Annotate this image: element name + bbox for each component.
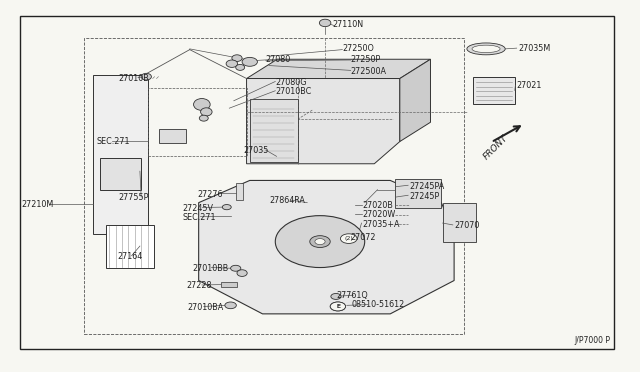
Bar bbox=[396, 179, 442, 208]
Ellipse shape bbox=[315, 238, 325, 244]
Text: 27010BB: 27010BB bbox=[192, 264, 228, 273]
Ellipse shape bbox=[199, 115, 208, 121]
Text: 27020B: 27020B bbox=[363, 201, 394, 210]
Text: 08510-51612: 08510-51612 bbox=[352, 300, 405, 309]
Text: 27035M: 27035M bbox=[518, 44, 550, 53]
Bar bbox=[221, 282, 237, 287]
Polygon shape bbox=[198, 180, 454, 314]
Text: 27164: 27164 bbox=[118, 252, 143, 261]
Ellipse shape bbox=[275, 216, 365, 267]
Text: 27010BC: 27010BC bbox=[275, 87, 312, 96]
Text: (2): (2) bbox=[344, 236, 353, 241]
Bar bbox=[443, 203, 476, 241]
Ellipse shape bbox=[193, 99, 210, 110]
Ellipse shape bbox=[330, 302, 346, 311]
Ellipse shape bbox=[472, 45, 500, 52]
Polygon shape bbox=[400, 59, 431, 141]
Text: 27210M: 27210M bbox=[22, 200, 54, 209]
Text: J/P7000 P: J/P7000 P bbox=[575, 336, 611, 344]
Ellipse shape bbox=[319, 19, 331, 27]
Text: 27080G: 27080G bbox=[275, 78, 307, 87]
Text: 27010BA: 27010BA bbox=[188, 303, 224, 312]
Polygon shape bbox=[246, 59, 431, 78]
Polygon shape bbox=[396, 173, 448, 179]
Bar bbox=[106, 225, 154, 267]
Text: 27245V: 27245V bbox=[182, 204, 214, 213]
Text: 27864RA: 27864RA bbox=[269, 196, 305, 205]
Text: FRONT: FRONT bbox=[481, 133, 509, 161]
Bar bbox=[159, 129, 186, 143]
Ellipse shape bbox=[236, 64, 244, 70]
Text: E: E bbox=[336, 304, 340, 309]
Text: 27070: 27070 bbox=[454, 221, 479, 230]
Text: 27010B: 27010B bbox=[119, 74, 150, 83]
Text: 27250O: 27250O bbox=[342, 44, 374, 53]
Text: SEC.271: SEC.271 bbox=[182, 213, 216, 222]
Bar bbox=[148, 88, 246, 156]
Polygon shape bbox=[186, 126, 192, 143]
Text: 27035: 27035 bbox=[243, 146, 269, 155]
Text: 272500A: 272500A bbox=[351, 67, 387, 76]
Text: 27228: 27228 bbox=[186, 281, 211, 290]
Bar bbox=[236, 183, 243, 200]
Text: 27276: 27276 bbox=[197, 190, 223, 199]
Ellipse shape bbox=[331, 294, 341, 299]
Bar bbox=[93, 75, 148, 234]
Text: 27245PA: 27245PA bbox=[410, 182, 445, 190]
Text: 27072: 27072 bbox=[350, 232, 376, 242]
Text: 27110N: 27110N bbox=[333, 20, 364, 29]
Text: 27250P: 27250P bbox=[351, 55, 381, 64]
Ellipse shape bbox=[226, 60, 237, 67]
Bar bbox=[84, 38, 464, 334]
Ellipse shape bbox=[237, 270, 247, 276]
Ellipse shape bbox=[330, 302, 346, 311]
Bar bbox=[100, 158, 141, 190]
Polygon shape bbox=[141, 151, 151, 190]
Ellipse shape bbox=[310, 235, 330, 247]
Text: 27755P: 27755P bbox=[119, 193, 149, 202]
Text: 27245P: 27245P bbox=[410, 192, 440, 201]
Text: 27035+A: 27035+A bbox=[363, 220, 400, 229]
Ellipse shape bbox=[225, 302, 236, 309]
Bar bbox=[250, 99, 298, 162]
Ellipse shape bbox=[222, 205, 231, 210]
Ellipse shape bbox=[467, 43, 505, 55]
Ellipse shape bbox=[200, 108, 212, 116]
Polygon shape bbox=[246, 78, 400, 164]
Text: 27020W: 27020W bbox=[363, 210, 396, 219]
Ellipse shape bbox=[340, 234, 357, 243]
Text: 27021: 27021 bbox=[516, 81, 542, 90]
Ellipse shape bbox=[141, 73, 152, 80]
Polygon shape bbox=[443, 198, 483, 203]
Polygon shape bbox=[473, 66, 526, 77]
Ellipse shape bbox=[232, 55, 242, 61]
Polygon shape bbox=[515, 66, 526, 105]
Ellipse shape bbox=[230, 265, 241, 271]
Ellipse shape bbox=[242, 57, 257, 66]
Polygon shape bbox=[100, 151, 151, 158]
Text: 27080: 27080 bbox=[266, 55, 291, 64]
Text: E: E bbox=[336, 304, 340, 309]
Text: 27761Q: 27761Q bbox=[336, 291, 368, 300]
Polygon shape bbox=[159, 126, 192, 129]
Bar bbox=[473, 77, 515, 105]
Text: SEC.271: SEC.271 bbox=[97, 137, 130, 146]
